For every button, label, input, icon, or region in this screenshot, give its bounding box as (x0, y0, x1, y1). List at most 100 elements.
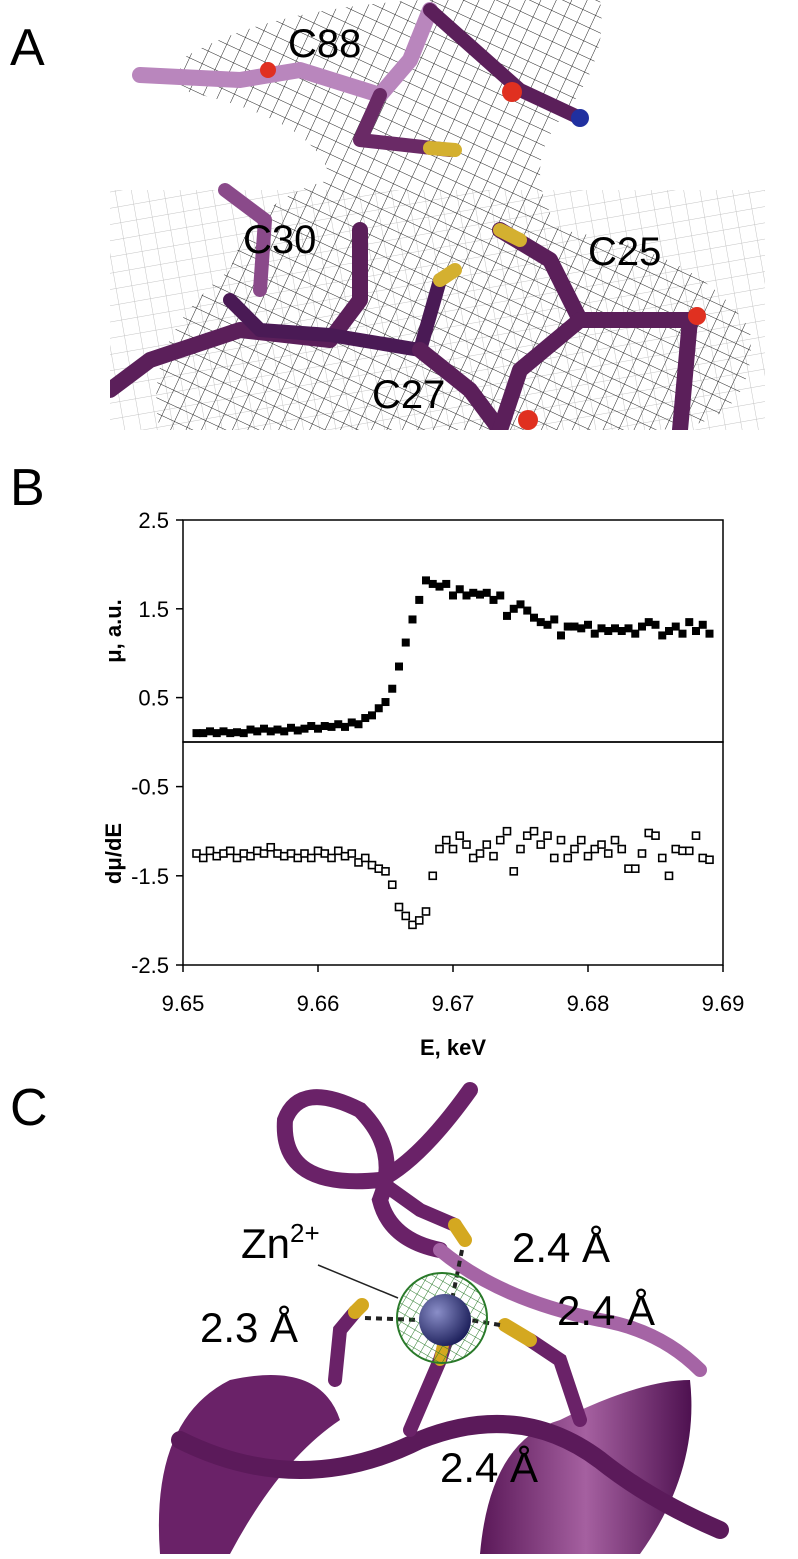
point (557, 631, 565, 640)
point (611, 624, 619, 633)
point (246, 851, 255, 861)
point (469, 588, 478, 597)
ion-label: Zn2+ (241, 1218, 320, 1267)
point (259, 849, 269, 858)
point (522, 831, 532, 840)
point (570, 844, 579, 854)
ion-symbol: Zn (241, 1220, 290, 1267)
point (422, 576, 430, 585)
point (536, 618, 545, 627)
point (306, 853, 316, 863)
residue-label: C30 (243, 218, 316, 262)
point (381, 867, 390, 876)
y-axis-label: μ, a.u. (101, 599, 126, 663)
panel-label: A (10, 19, 45, 77)
point (435, 844, 444, 854)
point (360, 853, 370, 863)
point (387, 880, 397, 890)
y-tick-label: -0.5 (131, 775, 169, 800)
point (630, 864, 640, 873)
point (637, 849, 647, 858)
residue-label: C25 (588, 230, 661, 274)
point (476, 590, 484, 599)
point (509, 867, 519, 876)
point (509, 604, 518, 613)
distance-label: 2.4 Å (557, 1287, 655, 1334)
point (684, 846, 694, 856)
point (280, 727, 289, 736)
point (617, 627, 626, 635)
point (624, 624, 633, 633)
panel-label: B (10, 459, 45, 517)
point (584, 620, 592, 629)
density-map (110, 0, 765, 430)
point (198, 853, 208, 863)
panel-label: C (10, 1079, 48, 1137)
point (489, 595, 498, 604)
point (327, 722, 336, 731)
point (468, 853, 478, 863)
point (516, 600, 525, 609)
point (341, 722, 349, 731)
point (685, 618, 694, 627)
point (570, 622, 579, 631)
point (495, 835, 505, 845)
point (529, 826, 539, 836)
point (576, 835, 586, 845)
point (577, 624, 586, 633)
distance-label: 2.4 Å (440, 1444, 538, 1491)
point (597, 840, 606, 849)
point (489, 851, 498, 861)
point (455, 585, 464, 594)
x-axis-label: E, keV (420, 1035, 486, 1060)
point (556, 835, 566, 845)
point (482, 588, 491, 597)
point (617, 844, 627, 854)
point (644, 618, 653, 627)
point (192, 729, 201, 738)
point (347, 849, 357, 858)
point (638, 622, 646, 631)
x-tick-label: 9.67 (432, 991, 475, 1016)
point (530, 613, 538, 622)
point (205, 846, 215, 856)
point (414, 916, 424, 925)
point (401, 638, 410, 647)
point (610, 835, 620, 845)
point (665, 627, 673, 635)
point (293, 853, 303, 863)
point (563, 853, 573, 863)
point (381, 698, 390, 707)
x-tick-label: 9.68 (567, 991, 610, 1016)
point (421, 907, 431, 916)
point (651, 831, 660, 840)
point (408, 920, 417, 930)
point (225, 846, 235, 856)
point (705, 629, 714, 638)
point (334, 720, 343, 729)
point (266, 727, 275, 736)
point (631, 629, 640, 638)
point (219, 849, 228, 858)
point (314, 724, 322, 733)
y-axis-label: dμ/dE (101, 823, 126, 884)
point (300, 849, 309, 858)
point (239, 849, 249, 858)
point (286, 849, 296, 858)
point (441, 835, 451, 845)
point (320, 849, 330, 858)
point (368, 711, 376, 720)
y-tick-label: 2.5 (138, 508, 169, 533)
point (320, 722, 329, 731)
point (354, 858, 363, 867)
point (590, 844, 600, 854)
x-tick-label: 9.65 (162, 991, 205, 1016)
point (232, 853, 242, 863)
point (192, 849, 201, 858)
point (536, 840, 546, 849)
point (219, 727, 228, 736)
point (698, 620, 707, 629)
point (651, 620, 660, 629)
point (307, 722, 316, 731)
point (543, 831, 552, 840)
